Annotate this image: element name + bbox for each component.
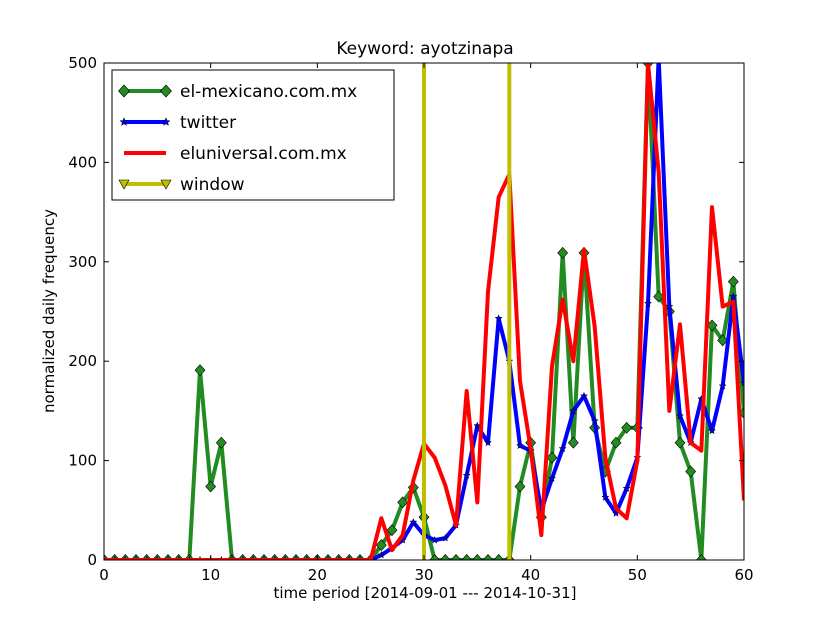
data-point [461, 554, 473, 560]
data-point [441, 533, 450, 542]
data-point [494, 314, 503, 322]
data-point [439, 554, 451, 560]
legend-label-1: twitter [180, 113, 236, 133]
data-point [429, 554, 441, 560]
data-point [397, 496, 409, 509]
data-point [515, 441, 525, 450]
data-point [695, 554, 707, 560]
data-point [579, 391, 589, 400]
y-tick-label: 0 [87, 551, 97, 569]
data-layer [104, 54, 744, 560]
data-point [557, 246, 569, 259]
x-axis-label: time period [2014-09-01 --- 2014-10-31] [273, 584, 576, 602]
legend-marker [160, 84, 172, 98]
y-tick-label: 100 [68, 452, 97, 470]
data-point [707, 426, 717, 435]
data-point [462, 471, 471, 479]
y-axis-label: normalized daily frequency [40, 209, 58, 413]
data-point [567, 436, 579, 449]
data-point [547, 474, 557, 482]
data-point [409, 517, 418, 526]
y-tick-label: 500 [68, 54, 97, 72]
legend-marker [119, 117, 129, 126]
data-point [739, 378, 744, 387]
x-tick-label: 10 [201, 566, 220, 584]
data-point [569, 406, 578, 415]
data-point [430, 535, 439, 544]
legend-label-0: el-mexicano.com.mx [180, 82, 357, 102]
data-point [483, 438, 493, 447]
data-point [610, 436, 622, 449]
data-point [205, 480, 217, 493]
y-tick-label: 300 [68, 253, 97, 271]
legend-marker [118, 179, 130, 190]
legend-marker [118, 84, 130, 98]
data-point [471, 554, 483, 560]
data-point [622, 484, 631, 492]
data-point [674, 436, 686, 449]
data-point [685, 465, 697, 478]
data-point [675, 411, 685, 420]
y-tick-label: 200 [68, 352, 97, 370]
data-point [386, 524, 398, 537]
legend-marker [161, 117, 171, 126]
data-point [653, 290, 665, 303]
x-tick-label: 20 [308, 566, 327, 584]
chart-title: Keyword: ayotzinapa [336, 39, 513, 59]
x-tick-label: 60 [734, 566, 753, 584]
legend-label-2: eluniversal.com.mx [180, 144, 347, 164]
data-point [718, 381, 727, 390]
data-point [665, 302, 674, 311]
legend-marker [160, 179, 172, 190]
y-tick-label: 400 [68, 153, 97, 171]
data-point [450, 554, 462, 560]
x-tick-label: 30 [414, 566, 433, 584]
data-point [546, 451, 558, 464]
x-tick-label: 0 [99, 566, 109, 584]
data-point [558, 444, 567, 453]
data-point [729, 292, 738, 301]
legend-label-3: window [180, 175, 245, 195]
data-point [717, 334, 729, 347]
data-point [493, 554, 505, 560]
data-point [377, 550, 386, 559]
x-tick-label: 40 [521, 566, 540, 584]
data-point [727, 275, 739, 288]
data-point [194, 364, 206, 377]
data-point [375, 539, 387, 552]
data-point [643, 299, 653, 308]
data-point [601, 493, 610, 501]
data-point [590, 416, 599, 425]
data-point [514, 480, 526, 493]
data-point [482, 554, 494, 560]
data-point [621, 421, 633, 434]
x-tick-label: 50 [628, 566, 647, 584]
data-point [215, 436, 227, 449]
data-point [655, 54, 662, 61]
legend: el-mexicano.com.mx twitter eluniversal.com… [111, 69, 395, 201]
